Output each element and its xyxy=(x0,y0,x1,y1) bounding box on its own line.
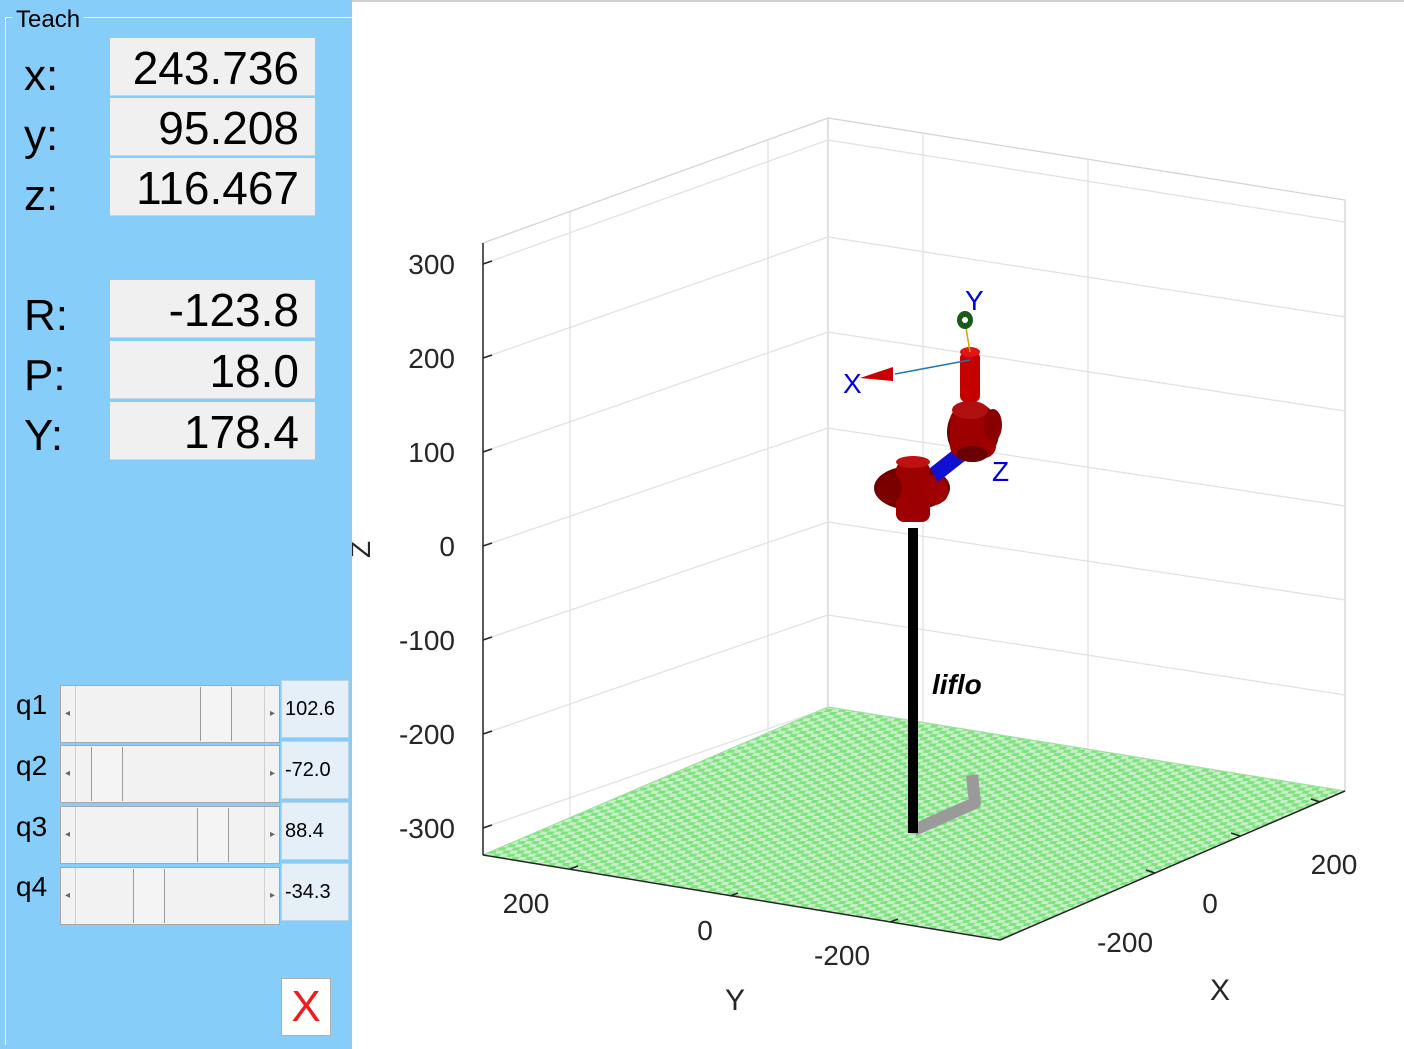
frame-y-line xyxy=(965,327,971,353)
close-button[interactable]: X xyxy=(281,978,331,1036)
x-value: 243.736 xyxy=(110,38,315,96)
q2-slider[interactable]: ◂ ▸ xyxy=(60,745,280,803)
figure-top-border xyxy=(352,0,1404,2)
slider-left-arrow-icon[interactable]: ◂ xyxy=(65,708,71,719)
slider-thumb[interactable] xyxy=(196,808,229,862)
roll-value: -123.8 xyxy=(110,280,315,338)
slider-right-arrow-icon[interactable]: ▸ xyxy=(269,829,275,840)
yaw-label: Y: xyxy=(24,411,64,460)
q3-slider[interactable]: ◂ ▸ xyxy=(60,806,280,864)
robot-base-pole xyxy=(908,528,918,833)
q4-label: q4 xyxy=(16,871,48,902)
axes-box xyxy=(482,117,1346,856)
q4-slider[interactable]: ◂ ▸ xyxy=(60,867,280,925)
roll-label: R: xyxy=(24,291,68,340)
x-tick-label: 200 xyxy=(1311,849,1358,880)
robot-link-upper xyxy=(960,352,980,402)
z-tick-label: -200 xyxy=(399,719,455,750)
y-tick-label: -200 xyxy=(814,940,870,971)
q1-value[interactable]: 102.6 xyxy=(281,680,349,738)
panel-frame xyxy=(5,17,352,1045)
slider-thumb[interactable] xyxy=(132,869,165,923)
y-axis-label: Y xyxy=(725,984,745,1017)
yaw-value: 178.4 xyxy=(110,402,315,460)
teach-panel: Teach x: 243.736 y: 95.208 z: 116.467 R:… xyxy=(0,0,352,1049)
q3-label: q3 xyxy=(16,811,48,842)
z-tick-label: 300 xyxy=(408,249,455,280)
robot-joint-1 xyxy=(874,456,950,522)
z-tick-label: 100 xyxy=(408,437,455,468)
z-value: 116.467 xyxy=(110,158,315,216)
z-tick-marks xyxy=(482,260,493,829)
slider-thumb[interactable] xyxy=(199,687,232,741)
slider-track[interactable] xyxy=(75,807,265,863)
y-tick-label: 200 xyxy=(503,888,550,919)
robot-shadow xyxy=(911,774,981,836)
y-tick-label: 0 xyxy=(697,915,713,946)
z-tick-label: -300 xyxy=(399,813,455,844)
y-label: y: xyxy=(24,111,59,160)
q4-value[interactable]: -34.3 xyxy=(281,863,349,921)
robot-model: X Y Z liflo xyxy=(843,285,1009,836)
z-tick-label: -100 xyxy=(399,625,455,656)
slider-left-arrow-icon[interactable]: ◂ xyxy=(65,890,71,901)
slider-right-arrow-icon[interactable]: ▸ xyxy=(269,708,275,719)
x-tick-label: -200 xyxy=(1097,927,1153,958)
q1-label: q1 xyxy=(16,689,48,720)
z-tick-label: 0 xyxy=(439,531,455,562)
slider-left-arrow-icon[interactable]: ◂ xyxy=(65,768,71,779)
slider-right-arrow-icon[interactable]: ▸ xyxy=(269,768,275,779)
slider-left-arrow-icon[interactable]: ◂ xyxy=(65,829,71,840)
slider-track[interactable] xyxy=(75,868,265,924)
q2-value[interactable]: -72.0 xyxy=(281,741,349,799)
y-tick-marks xyxy=(569,865,899,923)
q2-label: q2 xyxy=(16,750,48,781)
x-tick-label: 0 xyxy=(1202,888,1218,919)
x-axis-label: X xyxy=(1210,974,1230,1007)
frame-z-label: Z xyxy=(992,456,1009,487)
x-label: x: xyxy=(24,51,59,100)
panel-top-bar xyxy=(0,0,352,17)
y-value: 95.208 xyxy=(110,98,315,156)
axis-lines xyxy=(482,243,1346,941)
x-tick-marks xyxy=(1145,798,1321,874)
robot-joint-2 xyxy=(947,401,1002,462)
slider-track[interactable] xyxy=(75,746,265,802)
frame-x-label: X xyxy=(843,368,862,399)
slider-thumb[interactable] xyxy=(91,747,123,801)
z-label: z: xyxy=(24,171,59,220)
robot-3d-plot[interactable]: 300 200 100 0 -100 -200 -300 Z 200 0 -20… xyxy=(352,0,1404,1049)
frame-x-line xyxy=(894,359,971,375)
frame-y-label: Y xyxy=(965,285,984,316)
z-axis-label: Z xyxy=(352,541,376,558)
robot-name-label: liflo xyxy=(932,669,982,700)
slider-right-arrow-icon[interactable]: ▸ xyxy=(269,890,275,901)
q1-slider[interactable]: ◂ ▸ xyxy=(60,685,280,743)
frame-x-arrow-icon xyxy=(860,367,893,381)
q3-value[interactable]: 88.4 xyxy=(281,802,349,860)
slider-track[interactable] xyxy=(75,686,265,742)
pitch-label: P: xyxy=(24,351,66,400)
pitch-value: 18.0 xyxy=(110,341,315,399)
z-tick-label: 200 xyxy=(408,343,455,374)
panel-title: Teach xyxy=(12,6,85,34)
